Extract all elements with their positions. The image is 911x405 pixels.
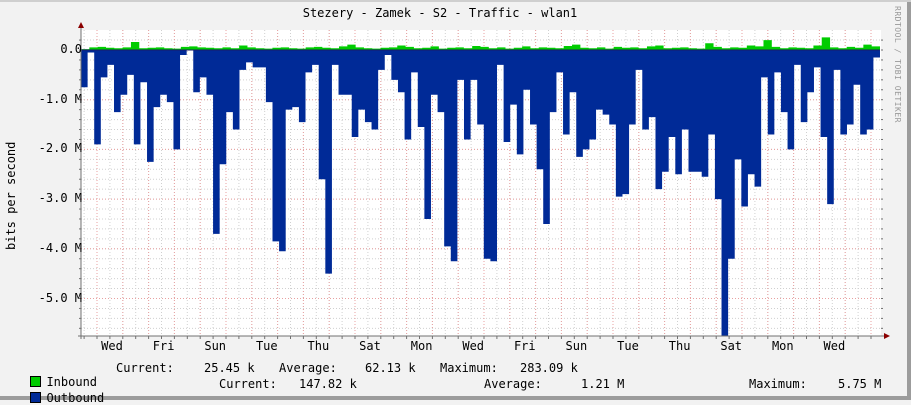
inbound-swatch-icon bbox=[30, 376, 42, 387]
y-axis-arrow-icon bbox=[78, 22, 84, 28]
outbound-maximum-value: 5.75 M bbox=[838, 377, 882, 391]
x-tick-label: Tue bbox=[255, 339, 278, 353]
outbound-area bbox=[81, 50, 880, 336]
x-tick-label: Sun bbox=[204, 339, 227, 353]
inbound-maximum-label: Maximum: bbox=[440, 361, 498, 375]
inbound-average-label: Average: bbox=[279, 361, 337, 375]
outbound-current-value: 147.82 k bbox=[299, 377, 357, 391]
outbound-current-label: Current: bbox=[219, 377, 277, 391]
inbound-current-value: 25.45 k bbox=[204, 361, 255, 375]
inbound-current-label: Current: bbox=[116, 361, 174, 375]
x-axis-arrow-icon bbox=[884, 333, 890, 339]
x-tick-label: Thu bbox=[668, 339, 691, 353]
x-tick-label: Sun bbox=[565, 339, 588, 353]
y-tick-label: -5.0 M bbox=[38, 290, 82, 305]
legend-row-outbound: Outbound bbox=[16, 377, 104, 405]
y-tick-label: -1.0 M bbox=[38, 91, 82, 106]
y-tick-label: -2.0 M bbox=[38, 141, 82, 156]
x-tick-label: Mon bbox=[410, 339, 433, 353]
inbound-area bbox=[81, 37, 880, 50]
x-tick-label: Fri bbox=[513, 339, 536, 353]
x-tick-label: Tue bbox=[617, 339, 639, 353]
x-tick-label: Sat bbox=[720, 339, 743, 353]
x-tick-label: Wed bbox=[101, 339, 123, 353]
y-tick-label: 0.0 bbox=[60, 42, 82, 56]
outbound-label: Outbound bbox=[46, 391, 105, 405]
x-tick-label: Fri bbox=[152, 339, 175, 353]
x-tick-label: Mon bbox=[771, 339, 794, 353]
y-tick-label: -3.0 M bbox=[38, 191, 82, 206]
outbound-average-label: Average: bbox=[484, 377, 542, 391]
x-tick-label: Wed bbox=[823, 339, 846, 353]
frame-top-border bbox=[0, 0, 911, 2]
legend-row-inbound: Inbound bbox=[16, 361, 97, 389]
outbound-average-value: 1.21 M bbox=[581, 377, 625, 391]
inbound-label: Inbound bbox=[46, 375, 98, 389]
inbound-average-value: 62.13 k bbox=[365, 361, 416, 375]
outbound-swatch-icon bbox=[30, 392, 42, 403]
outbound-maximum-label: Maximum: bbox=[749, 377, 807, 391]
inbound-maximum-value: 283.09 k bbox=[520, 361, 578, 375]
x-tick-label: Wed bbox=[462, 339, 485, 353]
x-tick-label: Thu bbox=[307, 339, 330, 353]
x-tick-label: Sat bbox=[359, 339, 381, 353]
chart-title: Stezery - Zamek - S2 - Traffic - wlan1 bbox=[302, 6, 578, 20]
y-tick-label: -4.0 M bbox=[38, 240, 82, 255]
vendor-watermark: RRDTOOL / TOBI OETIKER bbox=[893, 6, 902, 123]
